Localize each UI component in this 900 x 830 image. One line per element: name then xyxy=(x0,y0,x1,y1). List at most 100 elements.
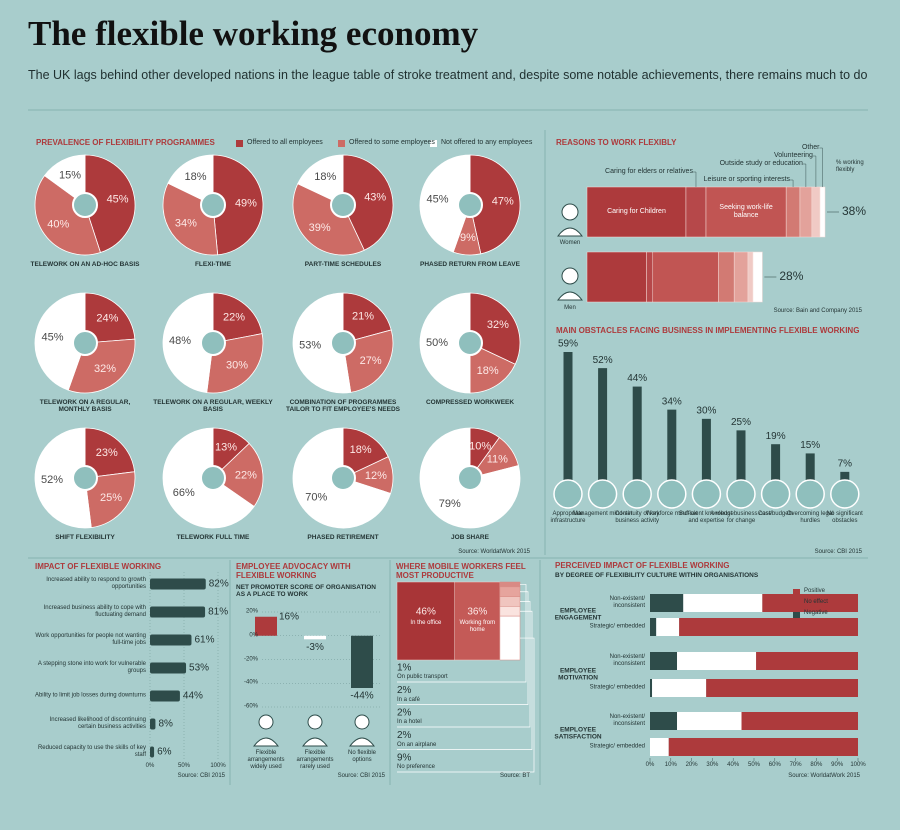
pie-value-label: 48% xyxy=(169,335,191,347)
value-label: 7% xyxy=(838,459,853,470)
pie-value-label: 25% xyxy=(100,492,122,504)
pie-label: TELEWORK ON A REGULAR, MONTHLY BASIS xyxy=(39,399,131,414)
value-label: 9% xyxy=(397,753,412,764)
y-tick-label: 20% xyxy=(245,608,258,615)
bar-segment xyxy=(785,186,801,238)
bar-segment xyxy=(586,251,647,303)
pie-hole xyxy=(200,192,226,218)
pie-value-label: 15% xyxy=(59,170,81,182)
bar-segment xyxy=(752,251,763,303)
bar-segment xyxy=(799,186,813,238)
obstacle-icon xyxy=(587,479,618,509)
bar xyxy=(632,386,642,488)
pie-label: TELEWORK ON A REGULAR, WEEKLY BASIS xyxy=(153,399,273,414)
segment-label: Caring for Children xyxy=(607,207,666,215)
value-label: 16% xyxy=(279,611,299,622)
bar-segment xyxy=(747,251,754,303)
legend-label: Negative xyxy=(804,610,828,616)
man-icon xyxy=(556,291,584,301)
value-label: 25% xyxy=(731,417,751,428)
pie-value-label: 18% xyxy=(184,171,206,183)
source: Source: WorldatWork 2015 xyxy=(458,549,530,555)
pie-hole xyxy=(200,330,226,356)
value-label: 53% xyxy=(189,663,209,674)
pie-value-label: 50% xyxy=(426,337,448,349)
bar-segment xyxy=(677,712,742,730)
category-label: Work opportunities for people not wantin… xyxy=(35,633,146,646)
block xyxy=(499,586,521,597)
bar-segment xyxy=(718,251,735,303)
bar xyxy=(351,635,373,688)
section-title: MAIN OBSTACLES FACING BUSINESS IN IMPLEM… xyxy=(556,326,860,335)
value-label: 61% xyxy=(194,635,214,646)
x-tick-label: 40% xyxy=(727,762,740,768)
category-label: Continuity of key business activity xyxy=(615,511,660,524)
block xyxy=(454,581,501,661)
pie-slice xyxy=(342,154,394,251)
source: Source: Bain and Company 2015 xyxy=(773,308,862,314)
category-label: Men xyxy=(564,305,576,311)
pie-value-label: 24% xyxy=(96,313,118,325)
x-tick-label: 100% xyxy=(210,763,226,769)
bar-segment xyxy=(652,679,707,697)
leader-line xyxy=(790,179,794,187)
pie-hole xyxy=(72,465,98,491)
category-label: Strategic/ embedded xyxy=(589,743,645,750)
pie-value-label: 27% xyxy=(360,355,382,367)
pie-value-label: 30% xyxy=(226,359,248,371)
bar-segment xyxy=(652,251,719,303)
pie-slice xyxy=(162,292,214,394)
x-tick-label: 80% xyxy=(810,762,823,768)
leader-line xyxy=(397,591,529,705)
block xyxy=(396,581,455,661)
bar-segment xyxy=(656,618,680,636)
legend-label: Positive xyxy=(804,588,826,594)
section-title: REASONS TO WORK FLEXIBLY xyxy=(556,138,677,147)
pie-slice xyxy=(84,471,136,529)
source: Source: CBI 2015 xyxy=(337,773,385,779)
bar xyxy=(771,444,781,488)
pie-slice xyxy=(84,292,136,344)
category-label: In the office xyxy=(410,620,442,626)
obstacle-icon xyxy=(795,479,825,509)
section-title: IMPACT OF FLEXIBLE WORKING xyxy=(35,562,162,571)
pie-hole xyxy=(457,330,483,356)
pie-label: PHASED RETURN FROM LEAVE xyxy=(420,261,520,268)
pie-value-label: 66% xyxy=(173,487,195,499)
person-icons xyxy=(252,203,584,747)
value-label: 52% xyxy=(593,355,613,366)
pie-hole xyxy=(457,192,483,218)
totals-title: % working flexibly xyxy=(836,160,864,173)
x-tick-label: 100% xyxy=(850,762,866,768)
pie-value-label: 43% xyxy=(364,192,386,204)
pie-value-label: 12% xyxy=(365,470,387,482)
bar-segment xyxy=(811,186,821,238)
x-tick-label: 50% xyxy=(747,762,760,768)
person-icon xyxy=(252,737,280,747)
pie-value-label: 18% xyxy=(477,365,499,377)
value-label: 2% xyxy=(397,730,412,741)
pie-slice xyxy=(419,154,471,253)
obstacle-icon xyxy=(830,479,860,509)
total-label: 38% xyxy=(842,204,866,218)
page-subtitle: The UK lags behind other developed natio… xyxy=(28,68,868,82)
category-label: Non-existent/ inconsistent xyxy=(609,714,645,727)
pie-hole xyxy=(330,330,356,356)
category-label: Ability to limit job losses during downt… xyxy=(34,692,146,699)
source: Source: CBI 2015 xyxy=(177,773,225,779)
pie-label: JOB SHARE xyxy=(451,534,489,541)
bar-segment xyxy=(668,738,858,756)
bar-segment xyxy=(650,618,657,636)
value-label: 1% xyxy=(397,663,412,674)
legend-swatch xyxy=(793,611,800,618)
segment-label: Volunteering xyxy=(773,152,813,159)
bar xyxy=(598,368,608,488)
bar-segment xyxy=(685,186,707,238)
bar xyxy=(255,616,277,636)
pie-value-label: 10% xyxy=(469,441,491,453)
pie-slice xyxy=(297,154,344,206)
category-label: Non-existent/ inconsistent xyxy=(609,654,645,667)
value-label: 19% xyxy=(766,431,786,442)
bar-segment xyxy=(679,618,858,636)
